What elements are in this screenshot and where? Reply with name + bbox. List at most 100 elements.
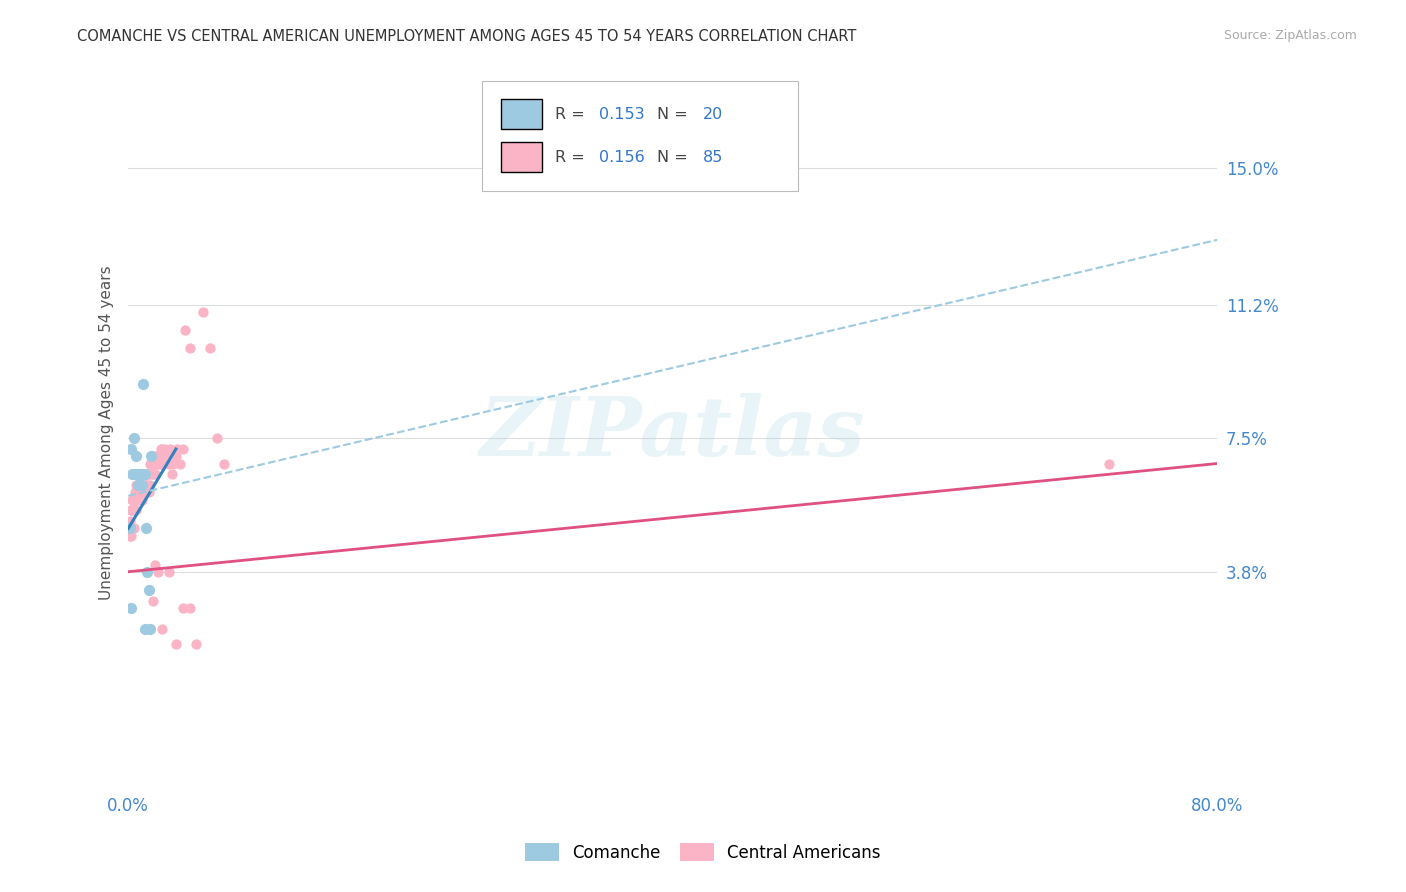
Point [191, 305, 214, 319]
Point [122, 521, 145, 535]
Point [131, 478, 153, 492]
Point [142, 457, 165, 471]
Text: N =: N = [657, 107, 692, 122]
Point [138, 485, 160, 500]
Point [1097, 457, 1119, 471]
Point [162, 457, 184, 471]
Point [169, 457, 191, 471]
FancyBboxPatch shape [482, 81, 799, 191]
Point [172, 600, 194, 615]
Point [136, 565, 159, 579]
Point [179, 600, 201, 615]
Point [148, 450, 170, 464]
Point [128, 467, 150, 482]
Text: R =: R = [555, 150, 591, 164]
Point [142, 593, 165, 607]
Point [141, 457, 163, 471]
Point [125, 467, 148, 482]
Point [124, 467, 146, 482]
Point [132, 467, 155, 482]
Point [118, 514, 141, 528]
Point [118, 529, 141, 543]
Point [139, 623, 162, 637]
Point [135, 467, 157, 482]
Text: 20: 20 [703, 107, 724, 122]
Text: COMANCHE VS CENTRAL AMERICAN UNEMPLOYMENT AMONG AGES 45 TO 54 YEARS CORRELATION : COMANCHE VS CENTRAL AMERICAN UNEMPLOYMEN… [77, 29, 856, 44]
Point [135, 521, 157, 535]
Point [131, 485, 153, 500]
Point [143, 450, 166, 464]
Point [148, 457, 170, 471]
Point [121, 467, 143, 482]
Point [166, 442, 188, 456]
Point [155, 450, 177, 464]
Point [118, 521, 141, 535]
Point [129, 485, 152, 500]
Point [145, 558, 167, 572]
Point [121, 521, 143, 535]
Point [125, 485, 148, 500]
Point [127, 478, 149, 492]
FancyBboxPatch shape [501, 100, 543, 129]
Point [132, 377, 155, 392]
Point [125, 503, 148, 517]
Point [128, 467, 150, 482]
Point [157, 565, 180, 579]
Point [205, 431, 228, 445]
Point [131, 478, 153, 492]
Point [179, 341, 201, 355]
Point [128, 478, 150, 492]
Point [172, 442, 194, 456]
Point [121, 492, 143, 507]
Point [127, 478, 149, 492]
Point [159, 442, 181, 456]
Point [120, 503, 142, 517]
Point [138, 582, 160, 597]
Text: R =: R = [555, 107, 591, 122]
Point [120, 529, 142, 543]
Point [124, 503, 146, 517]
Point [128, 485, 150, 500]
Point [157, 457, 180, 471]
Text: 0.153: 0.153 [599, 107, 644, 122]
Text: 85: 85 [703, 150, 724, 164]
Point [145, 467, 167, 482]
Point [148, 565, 170, 579]
Point [121, 503, 143, 517]
Point [152, 450, 174, 464]
Point [212, 457, 235, 471]
Point [150, 457, 173, 471]
Point [143, 457, 166, 471]
Point [131, 492, 153, 507]
Point [186, 637, 208, 651]
Text: ZIPatlas: ZIPatlas [479, 392, 866, 473]
Point [118, 521, 141, 535]
Text: Source: ZipAtlas.com: Source: ZipAtlas.com [1223, 29, 1357, 42]
Point [138, 467, 160, 482]
Point [120, 600, 142, 615]
Point [139, 457, 162, 471]
Point [129, 478, 152, 492]
Point [160, 467, 183, 482]
Legend: Comanche, Central Americans: Comanche, Central Americans [517, 835, 889, 871]
Point [134, 478, 156, 492]
Point [122, 503, 145, 517]
Point [165, 637, 187, 651]
Point [198, 341, 221, 355]
Point [134, 467, 156, 482]
Text: 0.156: 0.156 [599, 150, 644, 164]
Point [146, 450, 169, 464]
Point [125, 450, 148, 464]
Point [134, 623, 156, 637]
Point [122, 431, 145, 445]
Point [132, 485, 155, 500]
Point [165, 450, 187, 464]
Point [134, 467, 156, 482]
Point [149, 442, 172, 456]
Point [148, 457, 170, 471]
Point [135, 478, 157, 492]
Point [125, 478, 148, 492]
Point [139, 478, 162, 492]
Point [153, 442, 176, 456]
Point [131, 467, 153, 482]
